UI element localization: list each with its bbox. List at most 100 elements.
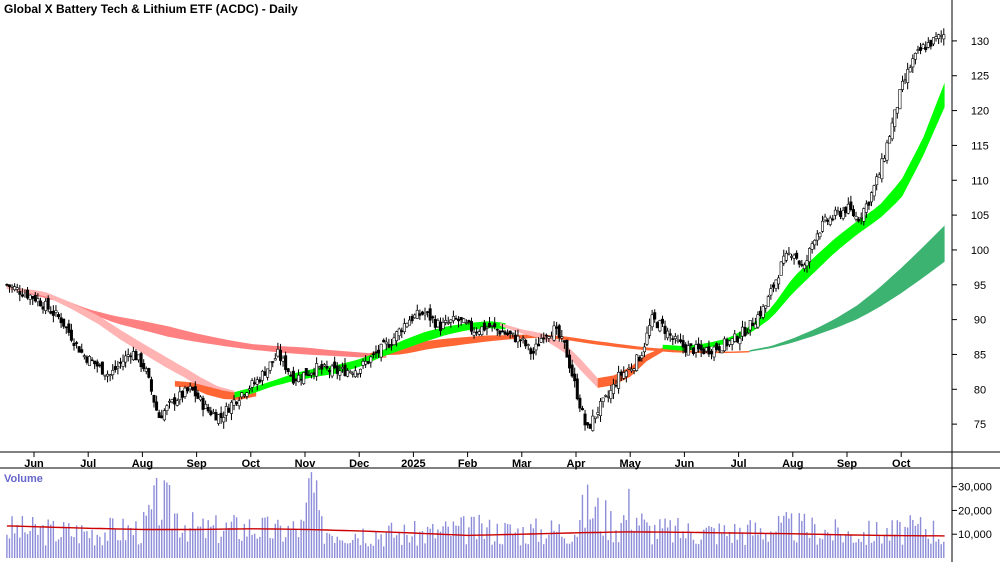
volume-panel: 10,000 20,000 30,000 Volume <box>0 467 1000 558</box>
candle-body <box>712 346 716 358</box>
candle-body <box>315 363 319 377</box>
candle-body <box>715 343 719 350</box>
candle-body <box>498 330 502 335</box>
candle-body <box>263 371 267 376</box>
candle-body <box>157 412 161 418</box>
month-label: Oct <box>892 458 911 470</box>
month-label: Jun <box>675 458 695 470</box>
candle-body <box>224 406 228 416</box>
price-tick-label: 105 <box>971 210 989 222</box>
candle-body <box>173 397 177 405</box>
candle-body <box>438 321 442 331</box>
candle-body <box>183 387 187 397</box>
candle-body <box>854 215 858 220</box>
candle-body <box>660 318 664 324</box>
candle-body <box>908 67 912 73</box>
candle-body <box>877 174 881 178</box>
candle-body <box>320 364 324 370</box>
candle-body <box>862 208 866 222</box>
candle-body <box>728 340 732 345</box>
ma-band-3 <box>6 286 235 398</box>
candle-body <box>196 392 200 399</box>
candle-body <box>627 367 631 370</box>
candle-body <box>144 368 148 372</box>
candle-body <box>54 310 58 313</box>
candle-body <box>583 413 587 426</box>
candle-body <box>446 322 450 324</box>
candle-body <box>420 311 424 315</box>
candle-body <box>242 394 246 397</box>
candle-body <box>735 336 739 343</box>
volume-tick-label: 10,000 <box>958 529 992 541</box>
candle-body <box>462 318 466 323</box>
candle-body <box>929 39 933 47</box>
ma-band-2 <box>749 225 945 352</box>
price-tick-label: 80 <box>974 384 986 396</box>
candle-body <box>813 239 817 246</box>
candle-body <box>103 374 107 377</box>
candle-body <box>839 211 843 217</box>
candle-body <box>209 410 213 416</box>
candle-body <box>808 248 812 263</box>
candle-body <box>217 414 221 424</box>
candle-body <box>335 365 339 374</box>
candle-body <box>294 379 298 382</box>
candle-body <box>828 217 832 225</box>
candle-body <box>836 210 840 213</box>
candle-body <box>255 379 259 385</box>
candle-body <box>593 416 597 419</box>
candle-body <box>389 344 393 346</box>
candle-body <box>126 354 130 357</box>
candle-body <box>87 356 91 366</box>
candle-body <box>720 350 724 354</box>
candle-body <box>622 372 626 379</box>
candle-body <box>426 311 430 313</box>
candle-body <box>408 319 412 326</box>
candle-body <box>508 330 512 335</box>
candle-body <box>818 232 822 238</box>
candle-body <box>725 339 729 347</box>
candle-body <box>709 350 713 355</box>
candle-body <box>348 371 352 373</box>
candle-body <box>454 318 458 320</box>
candle-body <box>160 415 164 419</box>
candle-body <box>702 348 706 355</box>
candle-body <box>266 368 270 378</box>
candle-body <box>18 291 22 295</box>
candle-body <box>787 252 791 255</box>
month-label: Jun <box>24 458 44 470</box>
candle-body <box>704 347 708 352</box>
candle-body <box>586 422 590 426</box>
candle-body <box>800 263 804 266</box>
candle-body <box>106 373 110 377</box>
candle-body <box>529 348 533 355</box>
candle-body <box>46 298 50 310</box>
candle-body <box>384 341 388 345</box>
candle-body <box>137 354 141 361</box>
candle-body <box>5 283 9 286</box>
candle-body <box>278 349 282 361</box>
candle-body <box>147 368 151 378</box>
candle-body <box>849 201 853 210</box>
candle-body <box>596 412 600 415</box>
candle-body <box>903 79 907 82</box>
candle-body <box>604 395 608 397</box>
candle-body <box>93 360 97 365</box>
candle-body <box>614 384 618 387</box>
candle-body <box>250 380 254 388</box>
candle-body <box>617 372 621 389</box>
month-label: May <box>619 458 641 470</box>
candle-body <box>519 339 523 342</box>
candle-body <box>405 322 409 328</box>
candle-body <box>124 355 128 363</box>
candle-body <box>681 340 685 348</box>
candle-body <box>98 364 102 367</box>
month-label: Feb <box>458 458 478 470</box>
candle-body <box>240 392 244 398</box>
candle-body <box>178 391 182 401</box>
candle-body <box>895 107 899 114</box>
candle-body <box>864 203 868 213</box>
candle-body <box>676 339 680 342</box>
